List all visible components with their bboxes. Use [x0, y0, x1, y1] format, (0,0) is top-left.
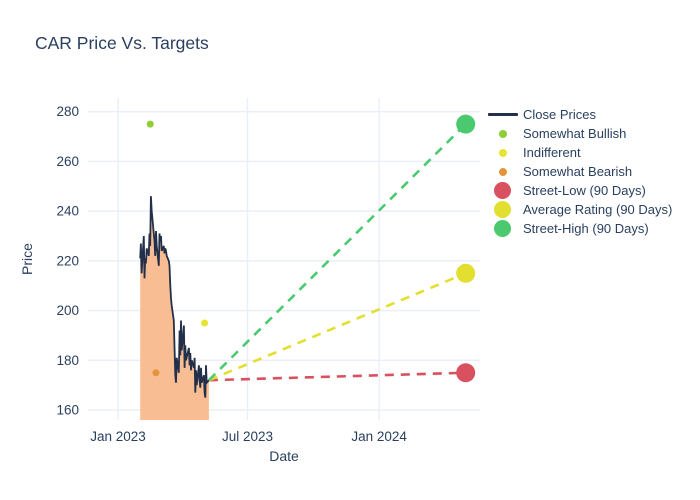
- y-tick-label: 240: [56, 204, 79, 219]
- x-tick-label: Jul 2023: [222, 429, 273, 444]
- x-tick-label: Jan 2024: [351, 429, 407, 444]
- somewhat-bearish-legend-swatch: [498, 167, 507, 176]
- legend-label: Somewhat Bullish: [523, 126, 627, 141]
- legend-item-average-rating-90-days[interactable]: Average Rating (90 Days): [487, 200, 672, 219]
- somewhat-bullish-legend-swatch: [498, 129, 507, 138]
- y-tick-label: 280: [56, 104, 79, 119]
- x-tick-label: Jan 2023: [90, 429, 146, 444]
- street-low-90-days-marker: [456, 363, 476, 383]
- legend-dot-icon: [487, 201, 518, 218]
- indifferent-marker: [201, 319, 209, 327]
- legend-label: Average Rating (90 Days): [523, 202, 673, 217]
- legend-dot-icon: [487, 148, 518, 157]
- legend-label: Street-Low (90 Days): [523, 183, 646, 198]
- indifferent-legend-swatch: [498, 148, 507, 157]
- y-axis-title: Price: [19, 243, 35, 275]
- legend-item-somewhat-bearish[interactable]: Somewhat Bearish: [487, 162, 672, 181]
- y-tick-label: 260: [56, 154, 79, 169]
- legend-dot-icon: [487, 167, 518, 176]
- legend-label: Somewhat Bearish: [523, 164, 633, 179]
- street-low-90-days-projection-line: [208, 371, 466, 382]
- legend-dot-icon: [487, 220, 518, 237]
- x-axis-title: Date: [269, 448, 299, 464]
- legend: Close Prices Somewhat Bullish Indifferent S…: [487, 105, 672, 238]
- y-tick-label: 180: [56, 353, 79, 368]
- average-rating-90-days-legend-swatch: [494, 201, 511, 218]
- somewhat-bullish-marker: [146, 120, 154, 128]
- legend-line-icon: [487, 113, 518, 116]
- legend-dot-icon: [487, 129, 518, 138]
- legend-item-indifferent[interactable]: Indifferent: [487, 143, 672, 162]
- street-high-90-days-marker: [456, 114, 476, 134]
- legend-label: Close Prices: [523, 107, 596, 122]
- legend-label: Indifferent: [523, 145, 581, 160]
- y-tick-label: 160: [56, 403, 79, 418]
- y-tick-label: 220: [56, 253, 79, 268]
- street-low-90-days-legend-swatch: [494, 182, 511, 199]
- street-high-90-days-projection-line: [207, 123, 467, 382]
- close-prices-legend-swatch: [487, 113, 518, 116]
- y-tick-label: 200: [56, 303, 79, 318]
- average-rating-90-days-projection-line: [208, 272, 467, 382]
- chart-title: CAR Price Vs. Targets: [35, 33, 209, 53]
- legend-item-street-low-90-days[interactable]: Street-Low (90 Days): [487, 181, 672, 200]
- average-rating-90-days-marker: [456, 263, 476, 283]
- legend-item-street-high-90-days[interactable]: Street-High (90 Days): [487, 219, 672, 238]
- somewhat-bearish-marker: [152, 369, 160, 377]
- legend-item-close-prices[interactable]: Close Prices: [487, 105, 672, 124]
- legend-item-somewhat-bullish[interactable]: Somewhat Bullish: [487, 124, 672, 143]
- close-prices-line: [139, 196, 210, 398]
- legend-dot-icon: [487, 182, 518, 199]
- street-high-90-days-legend-swatch: [494, 220, 511, 237]
- legend-label: Street-High (90 Days): [523, 221, 649, 236]
- plot-area[interactable]: [88, 98, 480, 420]
